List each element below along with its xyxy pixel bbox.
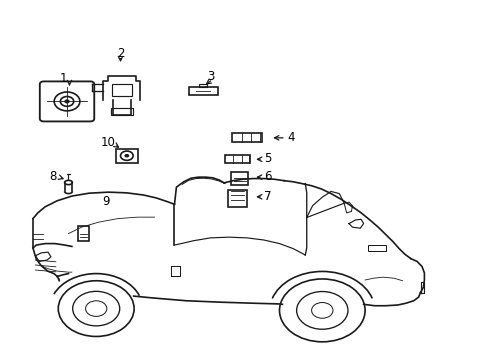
Circle shape <box>64 100 69 103</box>
Text: 6: 6 <box>264 170 271 183</box>
Bar <box>228 190 246 207</box>
Bar <box>116 149 137 163</box>
Text: 10: 10 <box>101 136 116 149</box>
Bar <box>231 172 248 185</box>
Text: 9: 9 <box>102 195 109 208</box>
Circle shape <box>124 154 129 157</box>
Bar <box>78 226 89 242</box>
Text: 2: 2 <box>117 47 124 60</box>
Bar <box>199 84 206 87</box>
Bar <box>368 245 385 251</box>
Text: 8: 8 <box>50 170 57 183</box>
Text: 3: 3 <box>206 70 214 83</box>
Text: 1: 1 <box>60 72 67 85</box>
Bar <box>224 156 250 163</box>
Bar <box>232 133 262 143</box>
Bar <box>188 87 217 95</box>
Text: 4: 4 <box>286 131 294 144</box>
Text: 5: 5 <box>264 152 271 165</box>
Bar <box>111 108 132 115</box>
Bar <box>112 84 131 96</box>
Text: 7: 7 <box>264 190 271 203</box>
